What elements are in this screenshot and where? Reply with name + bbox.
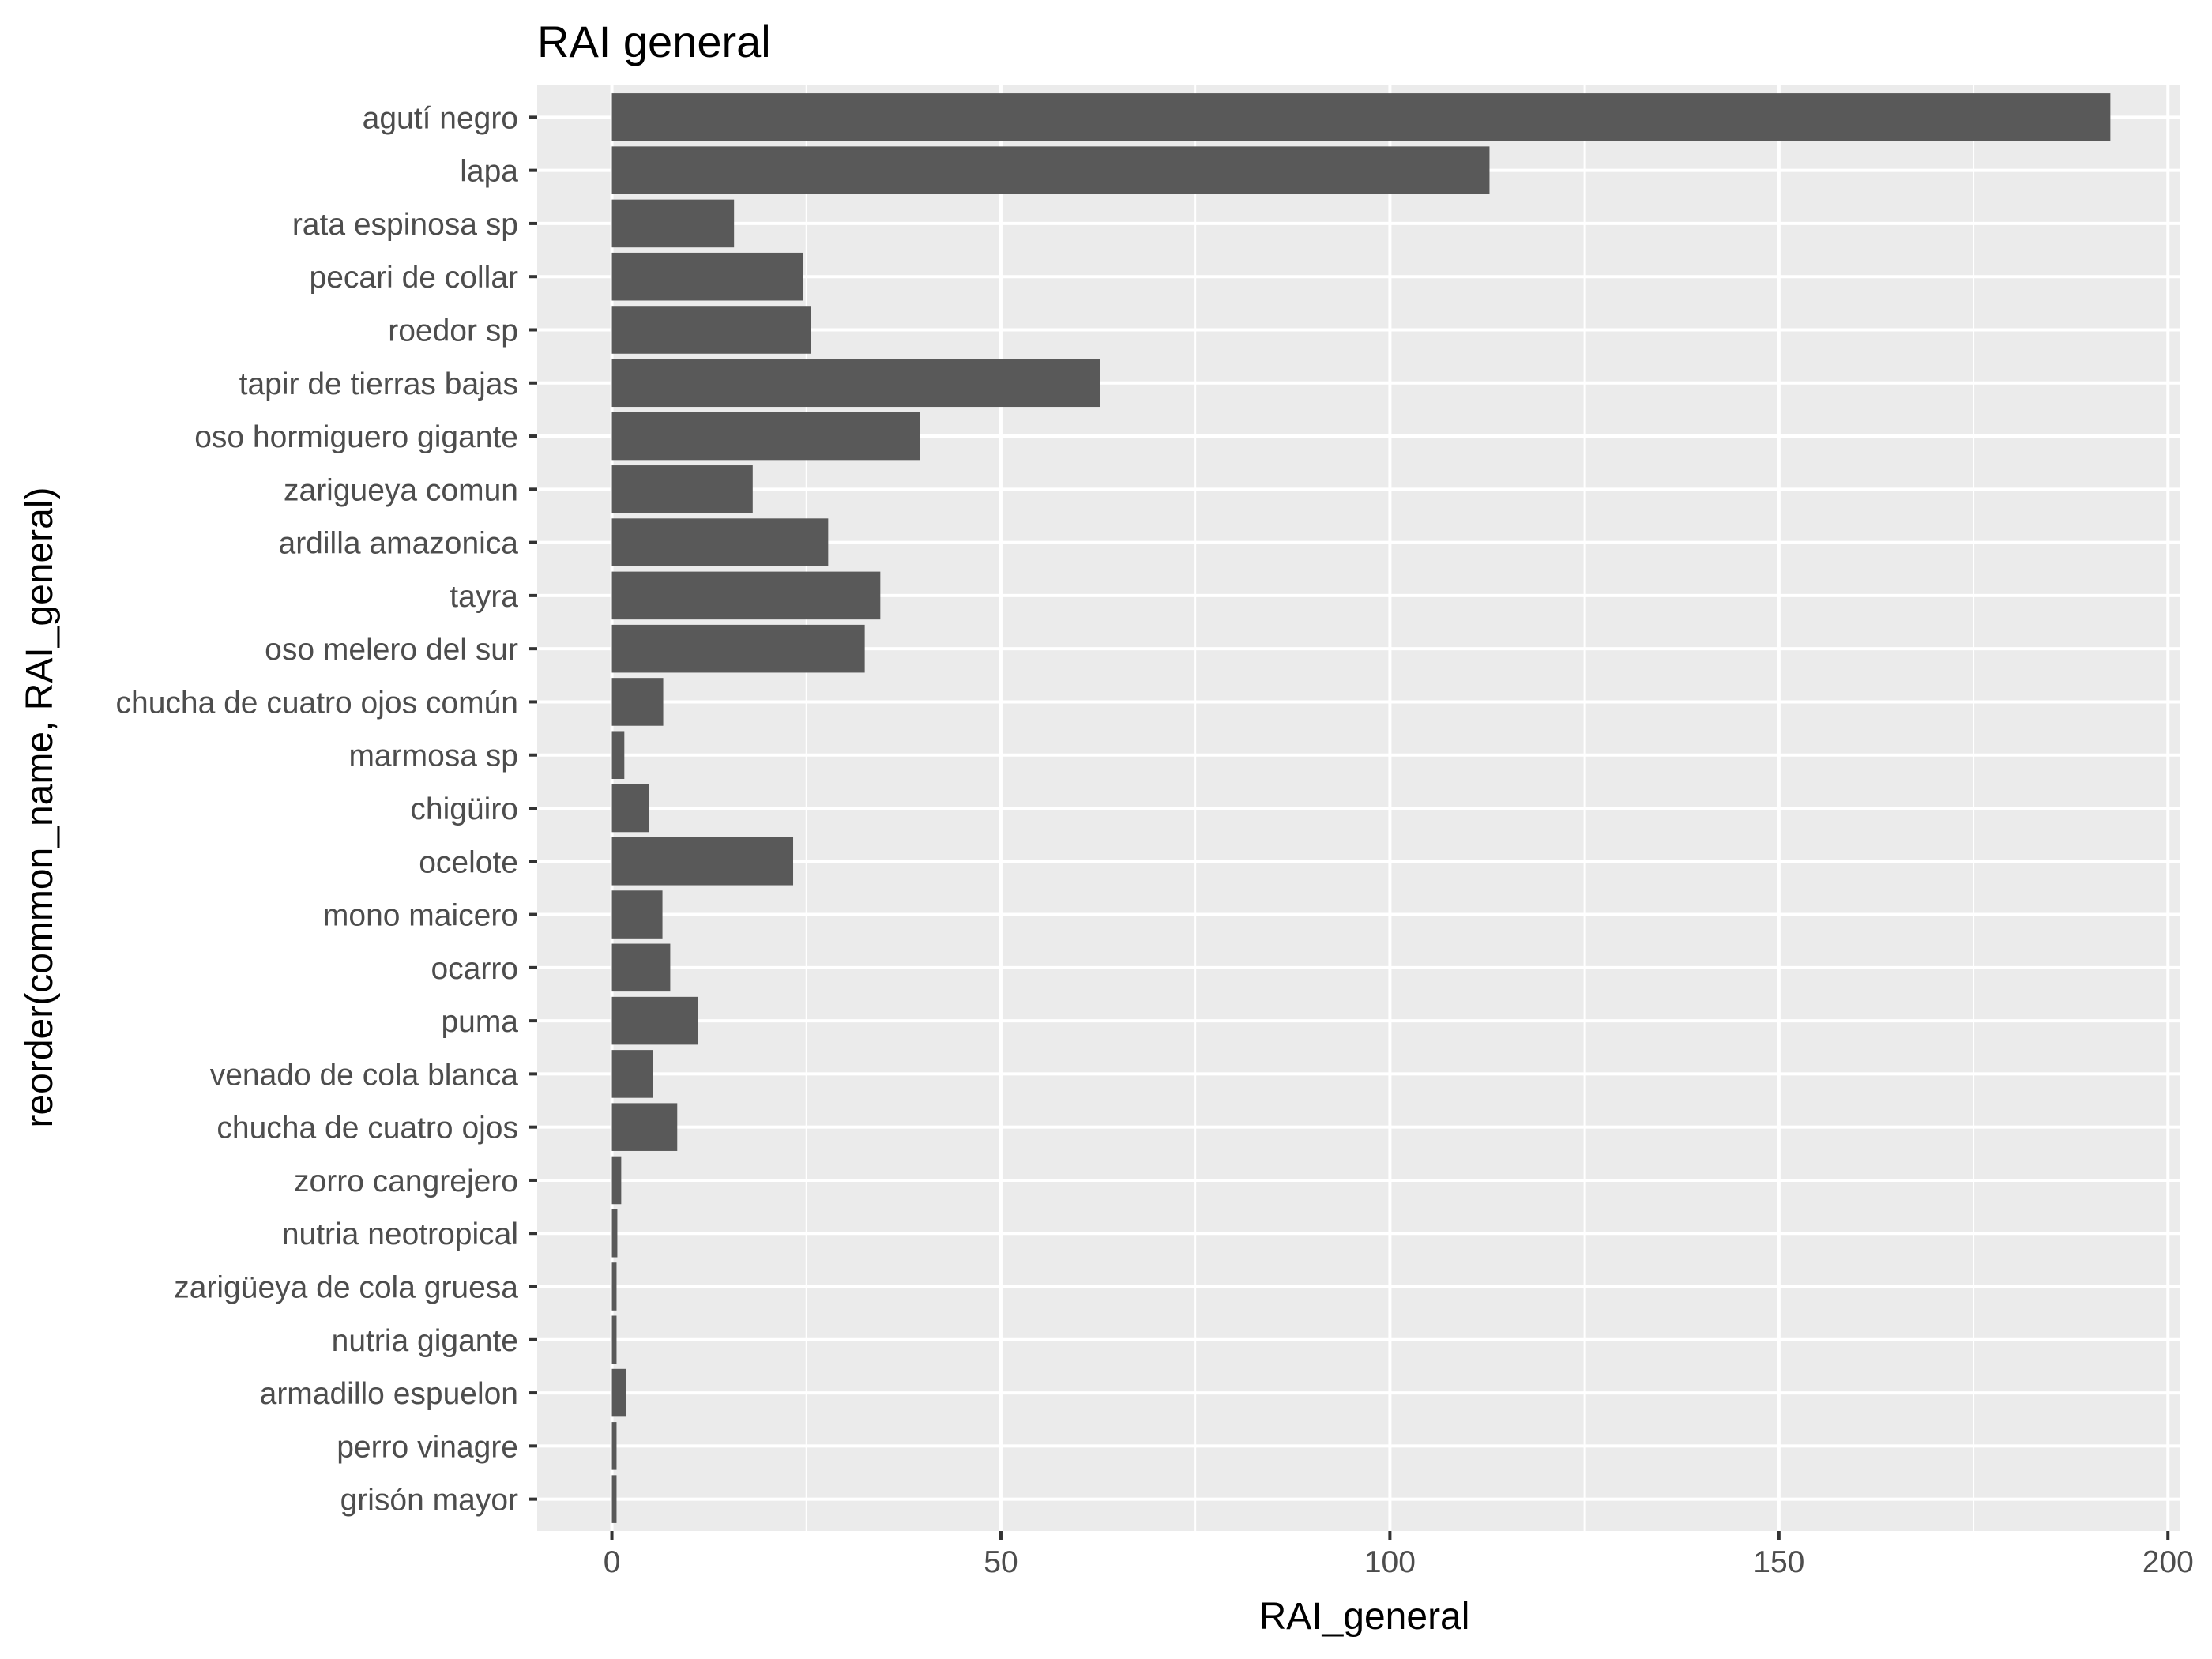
bar [611,731,625,779]
bar [611,1262,617,1311]
bar [611,571,881,620]
bar [611,624,865,673]
y-tick-label: zarigüeya de cola gruesa [174,1271,518,1305]
x-axis: 0 50 100 150 200 [604,1531,2194,1579]
y-tick-label: rata espinosa sp [292,208,518,242]
bar [611,837,794,886]
bar [611,1368,626,1417]
bar [611,1103,678,1151]
y-tick-label: ocarro [431,952,518,986]
bar [611,306,811,354]
y-tick-label: oso hormiguero gigante [194,420,518,454]
y-tick-label: mono maicero [323,899,518,933]
bar [611,1422,617,1470]
y-tick-label: grisón mayor [340,1484,518,1518]
y-tick-label: roedor sp [388,314,518,348]
y-tick-label: tapir de tierras bajas [239,367,518,401]
bar [611,199,735,248]
x-axis-title: RAI_general [1259,1596,1470,1638]
y-tick-label: chucha de cuatro ojos común [116,686,518,720]
bar [611,996,698,1045]
bar [611,518,829,566]
x-tick-label: 200 [2142,1545,2194,1579]
y-tick-label: venado de cola blanca [210,1058,519,1092]
y-tick-label: marmosa sp [348,739,518,773]
y-tick-label: lapa [460,155,518,189]
bar [611,1315,617,1364]
bar [611,1475,617,1523]
bar [611,890,663,939]
y-tick-label: zorro cangrejero [294,1164,518,1198]
bar [611,1050,653,1098]
y-tick-label: chigüiro [410,792,518,826]
bar [611,465,753,514]
bar [611,93,2111,141]
y-tick-label: ocelote [419,845,518,879]
y-tick-label: agutí negro [363,101,518,135]
y-tick-label: puma [441,1005,518,1039]
bar [611,252,803,301]
y-tick-label: tayra [450,580,518,614]
y-tick-label: zarigueya comun [284,473,518,507]
y-tick-label: nutria neotropical [282,1217,518,1251]
x-tick-label: 50 [984,1545,1018,1579]
y-tick-label: oso melero del sur [265,633,518,667]
y-tick-label: ardilla amazonica [279,527,519,561]
bar [611,146,1490,194]
y-axis: agutí negro lapa rata espinosa sp pecari de… [116,101,537,1518]
y-tick-label: armadillo espuelon [260,1377,518,1411]
x-tick-label: 0 [604,1545,621,1579]
bar [611,1209,618,1258]
y-tick-label: nutria gigante [332,1324,518,1358]
x-tick-label: 150 [1753,1545,1804,1579]
chart-title: RAI general [537,17,771,66]
bars [611,93,2111,1523]
y-axis-title: reorder(common_name, RAI_general) [19,487,61,1127]
bar [611,943,671,992]
y-tick-label: perro vinagre [337,1430,518,1464]
bar [611,784,649,833]
bar [611,678,664,726]
y-tick-label: chucha de cuatro ojos [216,1112,518,1146]
bar [611,412,920,461]
x-tick-label: 100 [1364,1545,1416,1579]
y-tick-label: pecari de collar [310,261,518,295]
bar [611,359,1100,408]
bar [611,1156,622,1205]
